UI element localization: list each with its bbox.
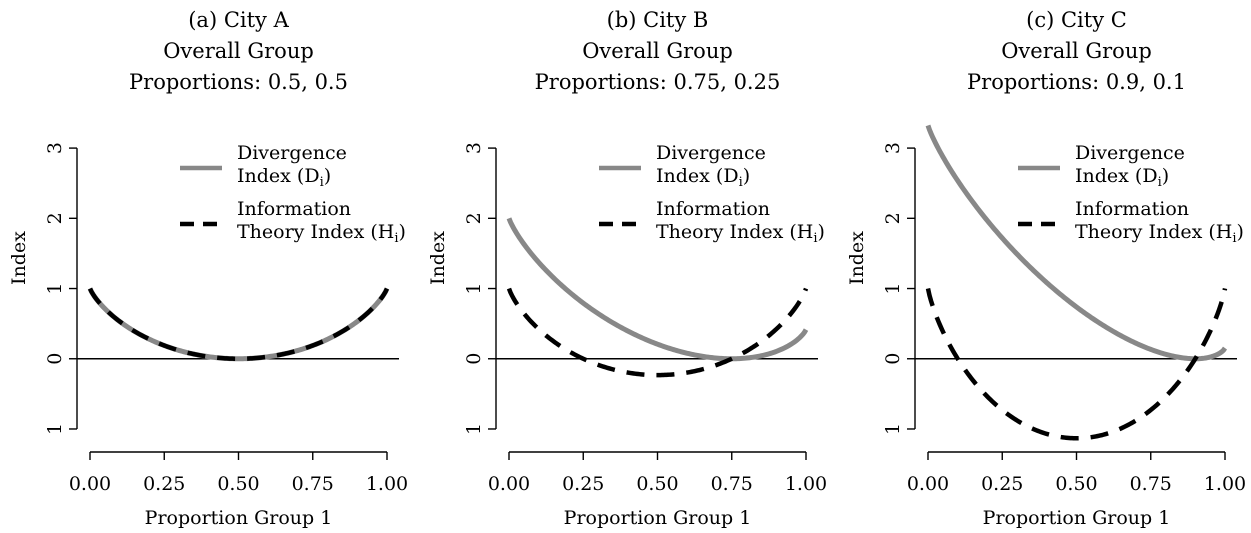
legend-label-line: Divergence xyxy=(1075,142,1185,164)
chart-title-line: Proportions: 0.75, 0.25 xyxy=(535,70,781,94)
legend-label-line: Information xyxy=(1075,198,1189,220)
y-tick-label: 1 xyxy=(882,423,904,435)
y-tick-label: 1 xyxy=(44,423,66,435)
legend-label-line: Divergence xyxy=(656,142,766,164)
legend-subscript: i xyxy=(739,175,743,190)
legend-subscript: i xyxy=(813,231,817,246)
x-tick-label: 0.00 xyxy=(907,473,949,495)
divergence-index-line xyxy=(925,124,1228,362)
information-index-line xyxy=(506,287,809,378)
y-tick-label: 1 xyxy=(463,423,485,435)
x-tick-label: 0.25 xyxy=(143,473,185,495)
legend-label-line: Theory Index (Hi) xyxy=(237,221,406,246)
legend-label-part: Index (D xyxy=(1075,165,1158,187)
legend-label-line: Theory Index (Hi) xyxy=(656,221,825,246)
y-tick-label: 1 xyxy=(44,282,66,294)
x-tick-label: 0.00 xyxy=(488,473,530,495)
x-tick-label: 1.00 xyxy=(366,473,408,495)
x-tick-label: 0.50 xyxy=(1055,473,1097,495)
legend-label-line: Index (Di) xyxy=(237,165,331,190)
chart-title-line: Proportions: 0.5, 0.5 xyxy=(129,70,348,94)
chart-panel-0: (a) City A Overall Group Proportions: 0.5,… xyxy=(8,8,408,529)
x-axis-label: Proportion Group 1 xyxy=(983,507,1171,529)
y-tick-label: 3 xyxy=(882,142,904,154)
legend-subscript: i xyxy=(394,231,398,246)
chart-title-line: Proportions: 0.9, 0.1 xyxy=(967,70,1186,94)
legend-subscript: i xyxy=(1158,175,1162,190)
y-tick-label: 3 xyxy=(44,142,66,154)
x-tick-label: 1.00 xyxy=(1204,473,1246,495)
legend-label-part: ) xyxy=(1237,221,1244,243)
y-tick-label: 2 xyxy=(44,212,66,224)
legend-label-line: Index (Di) xyxy=(1075,165,1169,190)
information-index-line xyxy=(87,287,390,362)
chart-title-line: Overall Group xyxy=(163,39,314,63)
information-index-line xyxy=(925,288,1228,441)
y-tick-label: 2 xyxy=(882,212,904,224)
chart-title-line: Overall Group xyxy=(1001,39,1152,63)
legend-label-line: Theory Index (Hi) xyxy=(1075,221,1244,246)
x-tick-label: 1.00 xyxy=(785,473,827,495)
y-tick-label: 2 xyxy=(463,212,485,224)
x-tick-label: 0.00 xyxy=(69,473,111,495)
y-tick-label: 1 xyxy=(463,282,485,294)
y-tick-label: 0 xyxy=(882,353,904,365)
chart-title-line: (a) City A xyxy=(188,8,289,32)
legend-label-part: ) xyxy=(1162,165,1169,187)
x-tick-label: 0.75 xyxy=(711,473,753,495)
x-tick-label: 0.25 xyxy=(981,473,1023,495)
chart-panel-1: (b) City B Overall Group Proportions: 0.75… xyxy=(427,8,827,529)
x-tick-label: 0.50 xyxy=(636,473,678,495)
y-tick-label: 3 xyxy=(463,142,485,154)
x-tick-label: 0.75 xyxy=(1130,473,1172,495)
x-axis-label: Proportion Group 1 xyxy=(564,507,752,529)
y-tick-label: 0 xyxy=(44,353,66,365)
x-tick-label: 0.25 xyxy=(562,473,604,495)
chart-title-line: (b) City B xyxy=(607,8,709,32)
legend-label-part: Theory Index (H xyxy=(237,221,394,243)
divergence-index-line xyxy=(87,287,390,362)
legend-label-part: Index (D xyxy=(656,165,739,187)
divergence-index-line xyxy=(506,217,809,362)
y-axis-label: Index xyxy=(427,231,449,285)
chart-panel-2: (c) City C Overall Group Proportions: 0.9,… xyxy=(846,8,1246,529)
legend-label-part: Theory Index (H xyxy=(1075,221,1232,243)
y-axis-label: Index xyxy=(846,231,868,285)
legend-label-line: Information xyxy=(656,198,770,220)
legend-label-part: Theory Index (H xyxy=(656,221,813,243)
y-tick-label: 0 xyxy=(463,353,485,365)
legend-label-part: ) xyxy=(324,165,331,187)
legend-subscript: i xyxy=(1232,231,1236,246)
legend-label-line: Index (Di) xyxy=(656,165,750,190)
legend-label-part: Index (D xyxy=(237,165,320,187)
legend-label-line: Information xyxy=(237,198,351,220)
legend-label-part: ) xyxy=(818,221,825,243)
x-tick-label: 0.50 xyxy=(217,473,259,495)
y-axis-label: Index xyxy=(8,231,30,285)
legend-subscript: i xyxy=(320,175,324,190)
legend-label-part: ) xyxy=(743,165,750,187)
chart-title-line: Overall Group xyxy=(582,39,733,63)
legend-label-part: ) xyxy=(399,221,406,243)
x-axis-label: Proportion Group 1 xyxy=(145,507,333,529)
y-tick-label: 1 xyxy=(882,282,904,294)
chart-title-line: (c) City C xyxy=(1026,8,1127,32)
legend-label-line: Divergence xyxy=(237,142,347,164)
x-tick-label: 0.75 xyxy=(292,473,334,495)
